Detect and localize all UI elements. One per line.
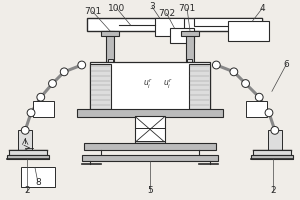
Text: 2: 2 — [24, 186, 30, 195]
Bar — [18, 130, 32, 150]
Text: 4: 4 — [259, 4, 265, 13]
Circle shape — [271, 126, 279, 134]
Bar — [89, 64, 111, 109]
Bar — [135, 141, 165, 146]
Circle shape — [49, 80, 56, 87]
Bar — [155, 18, 184, 36]
Bar — [135, 116, 165, 143]
Text: $u_i^r$: $u_i^r$ — [143, 76, 153, 91]
Bar — [251, 155, 293, 159]
Text: 3: 3 — [149, 2, 155, 11]
Bar — [9, 150, 46, 155]
Text: 701: 701 — [178, 4, 196, 13]
Circle shape — [60, 68, 68, 76]
Circle shape — [27, 109, 35, 117]
Text: $u_i^r$: $u_i^r$ — [163, 76, 172, 91]
Bar — [82, 155, 218, 161]
Bar — [33, 101, 54, 117]
Circle shape — [212, 61, 220, 69]
Bar — [108, 59, 113, 67]
Bar — [187, 59, 192, 67]
Text: 2: 2 — [270, 186, 276, 195]
Bar — [89, 62, 211, 111]
Circle shape — [230, 68, 238, 76]
Bar — [194, 18, 262, 26]
Bar — [77, 109, 223, 117]
Text: 8: 8 — [35, 178, 41, 187]
Circle shape — [242, 80, 250, 87]
Bar — [254, 150, 291, 155]
Bar — [268, 130, 282, 150]
Circle shape — [37, 93, 45, 101]
Circle shape — [255, 93, 263, 101]
Bar — [228, 21, 269, 41]
Bar — [181, 31, 199, 36]
Circle shape — [265, 109, 273, 117]
Bar — [189, 64, 211, 109]
Bar — [186, 31, 194, 65]
Bar — [87, 18, 262, 31]
Text: 6: 6 — [284, 60, 290, 69]
Text: 701: 701 — [84, 7, 101, 16]
Text: 5: 5 — [147, 186, 153, 195]
Text: 100: 100 — [108, 4, 125, 13]
Bar — [101, 31, 119, 36]
Bar — [106, 31, 114, 65]
Circle shape — [78, 61, 86, 69]
Bar — [246, 101, 267, 117]
Text: 702: 702 — [158, 9, 175, 18]
Bar — [21, 167, 56, 187]
Bar — [84, 143, 216, 150]
Bar — [7, 155, 49, 159]
Bar — [169, 28, 194, 43]
Circle shape — [21, 126, 29, 134]
